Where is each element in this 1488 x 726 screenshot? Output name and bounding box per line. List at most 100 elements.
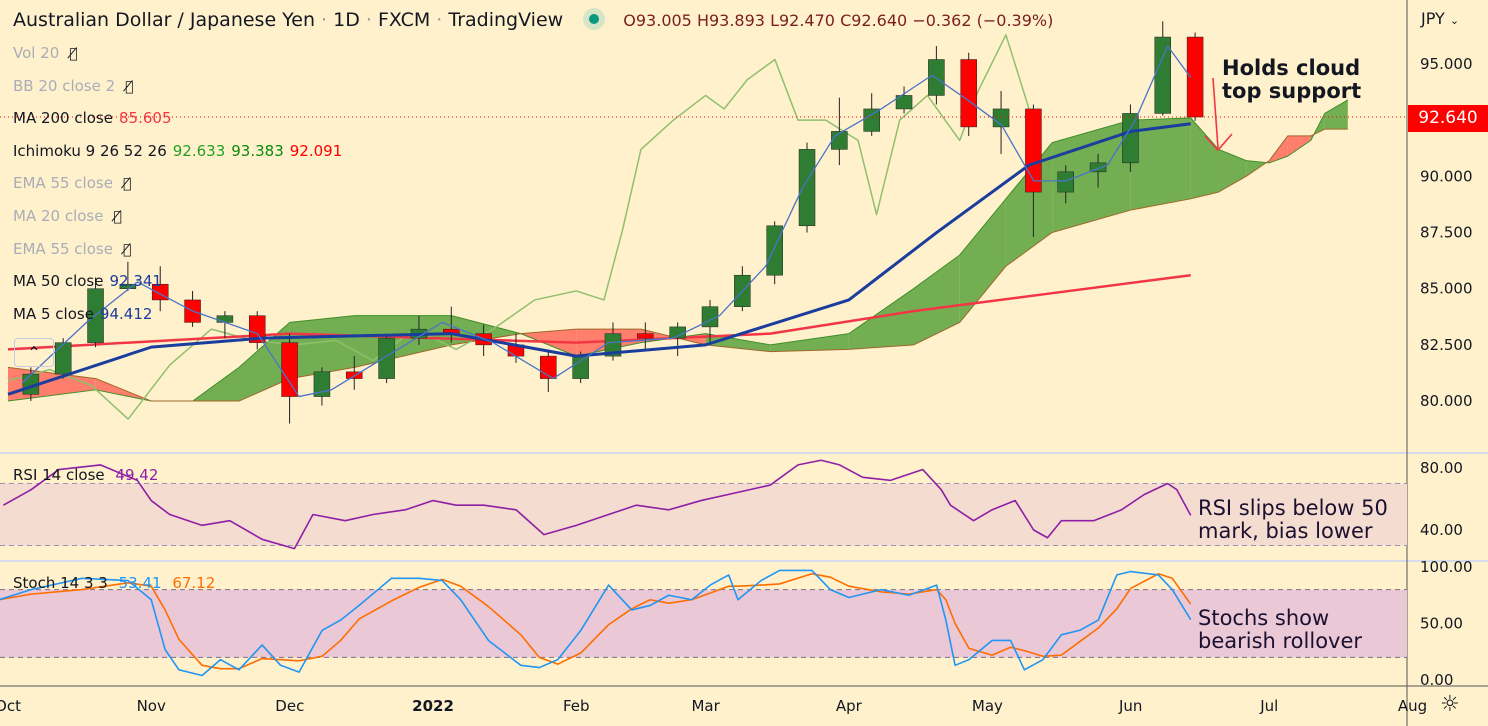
time-axis-tick: Mar	[691, 697, 720, 715]
ma50-line	[7, 122, 1191, 396]
price-axis-tick: 82.500	[1420, 336, 1473, 354]
legend-ma-200-close[interactable]: MA 200 close 85.605	[13, 109, 172, 127]
candle-body	[1089, 162, 1107, 173]
stoch-label: Stoch 14 3 3	[13, 574, 108, 592]
ichimoku-cloud-segment	[1130, 117, 1191, 211]
collapse-legend-button[interactable]: ⌃	[14, 338, 54, 367]
time-axis-tick: Aug	[1398, 697, 1427, 715]
eye-hidden-icon[interactable]: 👁̸	[113, 209, 122, 225]
candle-body	[216, 315, 234, 323]
ichimoku-cloud-segment	[289, 315, 355, 379]
legend-label: BB 20 close 2	[13, 76, 116, 95]
stoch-annotation-line1: Stochs show	[1198, 606, 1330, 630]
stoch-band	[0, 589, 1407, 658]
ohlc-high: H93.893	[696, 11, 765, 30]
legend-label: Ichimoku 9 26 52 26	[13, 141, 167, 160]
eye-hidden-icon[interactable]: 👁̸	[122, 241, 132, 258]
candle-body	[1154, 36, 1172, 114]
interval[interactable]: 1D	[333, 9, 360, 31]
legend-value: 92.341	[109, 272, 162, 291]
ichimoku-cloud-segment	[959, 198, 1006, 323]
symbol-name[interactable]: Australian Dollar / Japanese Yen	[13, 9, 315, 31]
ichimoku-cloud-segment	[1218, 149, 1247, 193]
candle-body	[54, 342, 72, 375]
legend-value: 92.091	[289, 141, 343, 160]
ichimoku-cloud-segment	[1190, 117, 1219, 199]
annotation-arrow	[1212, 77, 1219, 149]
candle-body	[863, 108, 880, 132]
candle-body	[895, 95, 913, 110]
legend-label: MA 20 close	[13, 207, 104, 225]
candle-body	[766, 225, 783, 276]
candle-body	[1122, 113, 1139, 164]
legend-value: 92.633	[172, 141, 226, 160]
legend-ichimoku-9-26-52-26[interactable]: Ichimoku 9 26 52 26 92.633 93.383 92.091	[13, 142, 342, 160]
currency-label: JPY	[1421, 9, 1445, 28]
legend-ma-50-close[interactable]: MA 50 close 92.341	[13, 272, 162, 290]
cloud-annotation: Holds cloud top support	[1222, 57, 1361, 103]
rsi-legend[interactable]: RSI 14 close 49.42	[13, 466, 158, 484]
candle-body	[831, 131, 848, 150]
time-axis-tick: Jun	[1118, 697, 1142, 715]
stoch-d-line	[0, 572, 1192, 670]
rsi-label: RSI 14 close	[13, 466, 105, 484]
legend-label: MA 200 close	[13, 109, 114, 128]
legend-ema-55-close[interactable]: EMA 55 close 👁̸	[13, 174, 131, 192]
rsi-axis-tick: 40.00	[1420, 521, 1463, 539]
candle-body	[1057, 171, 1074, 193]
time-axis-tick: 2022	[412, 697, 454, 715]
legend-label: Vol 20	[13, 44, 60, 62]
rsi-annotation: RSI slips below 50 mark, bias lower	[1198, 497, 1388, 543]
ichimoku-lagging-span	[7, 34, 1030, 420]
price-axis-tick: 90.000	[1420, 167, 1473, 185]
eye-hidden-icon[interactable]: 👁̸	[69, 46, 78, 62]
stoch-d-value: 67.12	[172, 574, 216, 592]
annotation-arrow-head	[1204, 133, 1233, 152]
time-axis-tick: May	[972, 697, 1003, 715]
stoch-k-value: 53.41	[118, 574, 162, 592]
currency-selector[interactable]: JPY ⌄	[1421, 9, 1459, 28]
settings-gear-icon[interactable]: ☼	[1440, 692, 1460, 717]
candle-body	[637, 333, 654, 339]
time-axis-tick: Nov	[137, 697, 166, 715]
candle-body	[378, 337, 395, 379]
stoch-legend[interactable]: Stoch 14 3 3 53.41 67.12	[13, 574, 215, 592]
legend-ma-5-close[interactable]: MA 5 close 94.412	[13, 305, 152, 323]
candle-body	[281, 342, 298, 397]
ichimoku-span-a	[7, 99, 1349, 402]
eye-hidden-icon[interactable]: 👁̸	[125, 78, 134, 95]
legend-bb-20-close-2[interactable]: BB 20 close 2 👁̸	[13, 77, 134, 95]
ichimoku-cloud-segment	[8, 367, 96, 402]
ohlc-change: −0.362 (−0.39%)	[912, 11, 1054, 30]
chart-title: Australian Dollar / Japanese Yen · 1D · …	[13, 7, 1054, 31]
candle-body	[248, 315, 266, 343]
ichimoku-span-b	[7, 128, 1348, 402]
rsi-line	[2, 459, 1192, 550]
rsi-annotation-line2: mark, bias lower	[1198, 519, 1373, 543]
rsi-band	[0, 483, 1407, 546]
exchange: FXCM	[378, 9, 431, 31]
candle-body	[928, 59, 945, 96]
legend-label: EMA 55 close	[13, 239, 113, 258]
ichimoku-cloud-segment	[354, 315, 452, 368]
time-axis-tick: Feb	[563, 697, 590, 715]
ichimoku-cloud-segment	[1324, 99, 1348, 130]
price-axis-tick: 80.000	[1420, 392, 1473, 410]
price-axis-tick: 85.000	[1420, 280, 1473, 298]
ichimoku-cloud-segment	[913, 254, 960, 345]
legend-vol-20[interactable]: Vol 20 👁̸	[13, 44, 78, 62]
ichimoku-cloud-segment	[1287, 135, 1311, 157]
legend-ma-20-close[interactable]: MA 20 close 👁̸	[13, 207, 122, 225]
time-axis-tick: Apr	[836, 697, 863, 715]
chevron-down-icon: ⌄	[1449, 14, 1460, 27]
legend-value: 85.605	[119, 109, 172, 128]
eye-hidden-icon[interactable]: 👁̸	[122, 176, 132, 193]
candle-body	[960, 59, 977, 128]
ichimoku-cloud-segment	[770, 333, 849, 352]
legend-ema-55-close[interactable]: EMA 55 close 👁̸	[13, 240, 131, 258]
ohlc-open: O93.005	[623, 11, 692, 30]
legend-value: 93.383	[231, 141, 284, 160]
legend-label: MA 5 close	[13, 304, 94, 323]
time-axis-tick: Dec	[275, 697, 304, 715]
